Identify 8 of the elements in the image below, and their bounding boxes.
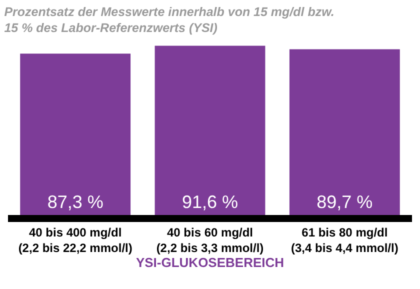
x-axis-title: YSI-GLUKOSEBEREICH (136, 255, 284, 270)
data-label: 89,7 % (316, 192, 373, 212)
data-label: 91,6 % (182, 192, 238, 212)
chart-title: Prozentsatz der Messwerte innerhalb von 15 mg/dl bzw. 15 % des Labor-Referenzwerts (YSI) (4, 4, 334, 36)
x-tick-label: 40 bis 60 mg/dl (2,2 bis 3,3 mmol/l) (156, 225, 264, 255)
data-label: 87,3 % (47, 192, 104, 212)
x-tick-label: 61 bis 80 mg/dl (3,4 bis 4,4 mmol/l) (290, 225, 398, 255)
x-tick-label: 40 bis 400 mg/dl (2,2 bis 22,2 mmol/l) (18, 225, 132, 255)
